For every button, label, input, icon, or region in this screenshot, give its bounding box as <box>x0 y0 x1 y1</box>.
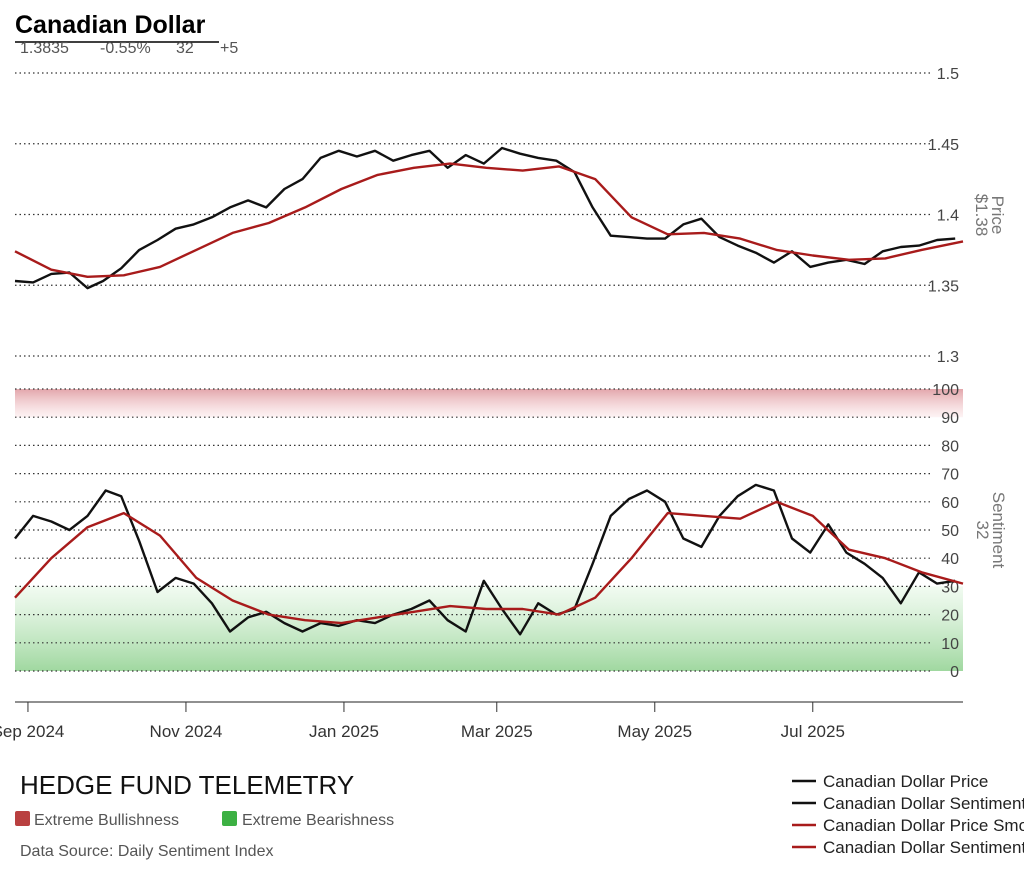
bull-legend-swatch <box>15 811 30 826</box>
sentiment-smoothed-line <box>14 500 964 625</box>
sentiment-y-tick-label: 80 <box>941 438 959 455</box>
data-source: Data Source: Daily Sentiment Index <box>20 843 273 860</box>
x-tick-label: Jul 2025 <box>781 722 845 741</box>
legend-price-label: Canadian Dollar Price <box>823 772 988 791</box>
series-legend: Canadian Dollar Price Canadian Dollar Se… <box>792 772 1024 857</box>
price-line <box>14 146 956 290</box>
x-tick-label: Nov 2024 <box>150 722 223 741</box>
sentiment-y-tick-label: 20 <box>941 608 959 625</box>
sentiment-y-tick-label: 10 <box>941 636 959 653</box>
chart-title: Canadian Dollar <box>15 11 206 39</box>
sentiment-y-tick-label: 40 <box>941 551 959 568</box>
price-y-tick-label: 1.35 <box>928 278 959 295</box>
x-tick-label: Jan 2025 <box>309 722 379 741</box>
sentiment-axis-label: Sentiment <box>989 492 1008 569</box>
sentiment-y-tick-label: 0 <box>950 664 959 681</box>
price-y-ticks: 1.5 1.45 1.4 1.35 1.3 <box>928 66 959 366</box>
x-tick-label: Mar 2025 <box>461 722 533 741</box>
extreme-bullishness-zone <box>15 389 963 418</box>
price-y-tick-label: 1.3 <box>937 349 959 366</box>
legend-sentiment-smoothed-label: Canadian Dollar Sentiment Smoothed <box>823 838 1024 857</box>
series-layer <box>14 146 964 636</box>
sentiment-y-tick-label: 60 <box>941 495 959 512</box>
x-axis-ticks: Sep 2024 Nov 2024 Jan 2025 Mar 2025 May 2025… <box>0 702 845 741</box>
header-sentiment: 32 <box>176 40 194 57</box>
header-price: 1.3835 <box>20 40 69 57</box>
header-change: -0.55% <box>100 40 151 57</box>
price-y-tick-label: 1.5 <box>937 66 959 83</box>
price-y-tick-label: 1.4 <box>937 208 959 225</box>
sentiment-gridlines <box>15 388 933 672</box>
sentiment-y-tick-label: 70 <box>941 467 959 484</box>
sentiment-y-tick-label: 100 <box>932 382 959 399</box>
header-sentiment-change: +5 <box>220 40 238 57</box>
price-axis-label: Price <box>988 196 1007 235</box>
sentiment-current-label: 32 <box>973 521 992 540</box>
sentiment-y-tick-label: 90 <box>941 410 959 427</box>
price-smoothed-line <box>14 162 964 278</box>
sentiment-y-tick-label: 30 <box>941 579 959 596</box>
x-tick-label: May 2025 <box>617 722 692 741</box>
x-tick-label: Sep 2024 <box>0 722 64 741</box>
sentiment-line <box>14 483 956 636</box>
legend-sentiment-label: Canadian Dollar Sentiment <box>823 794 1024 813</box>
legend-price-smoothed-label: Canadian Dollar Price Smoothed <box>823 816 1024 835</box>
bear-legend-label: Extreme Bearishness <box>242 812 394 829</box>
sentiment-y-tick-label: 50 <box>941 523 959 540</box>
price-gridlines <box>15 72 933 357</box>
price-current-label: $1.38 <box>972 194 991 237</box>
extreme-bearishness-zone <box>15 586 963 671</box>
brand-title: HEDGE FUND TELEMETRY <box>20 770 354 800</box>
bull-legend-label: Extreme Bullishness <box>34 812 179 829</box>
price-y-tick-label: 1.45 <box>928 137 959 154</box>
bear-legend-swatch <box>222 811 237 826</box>
